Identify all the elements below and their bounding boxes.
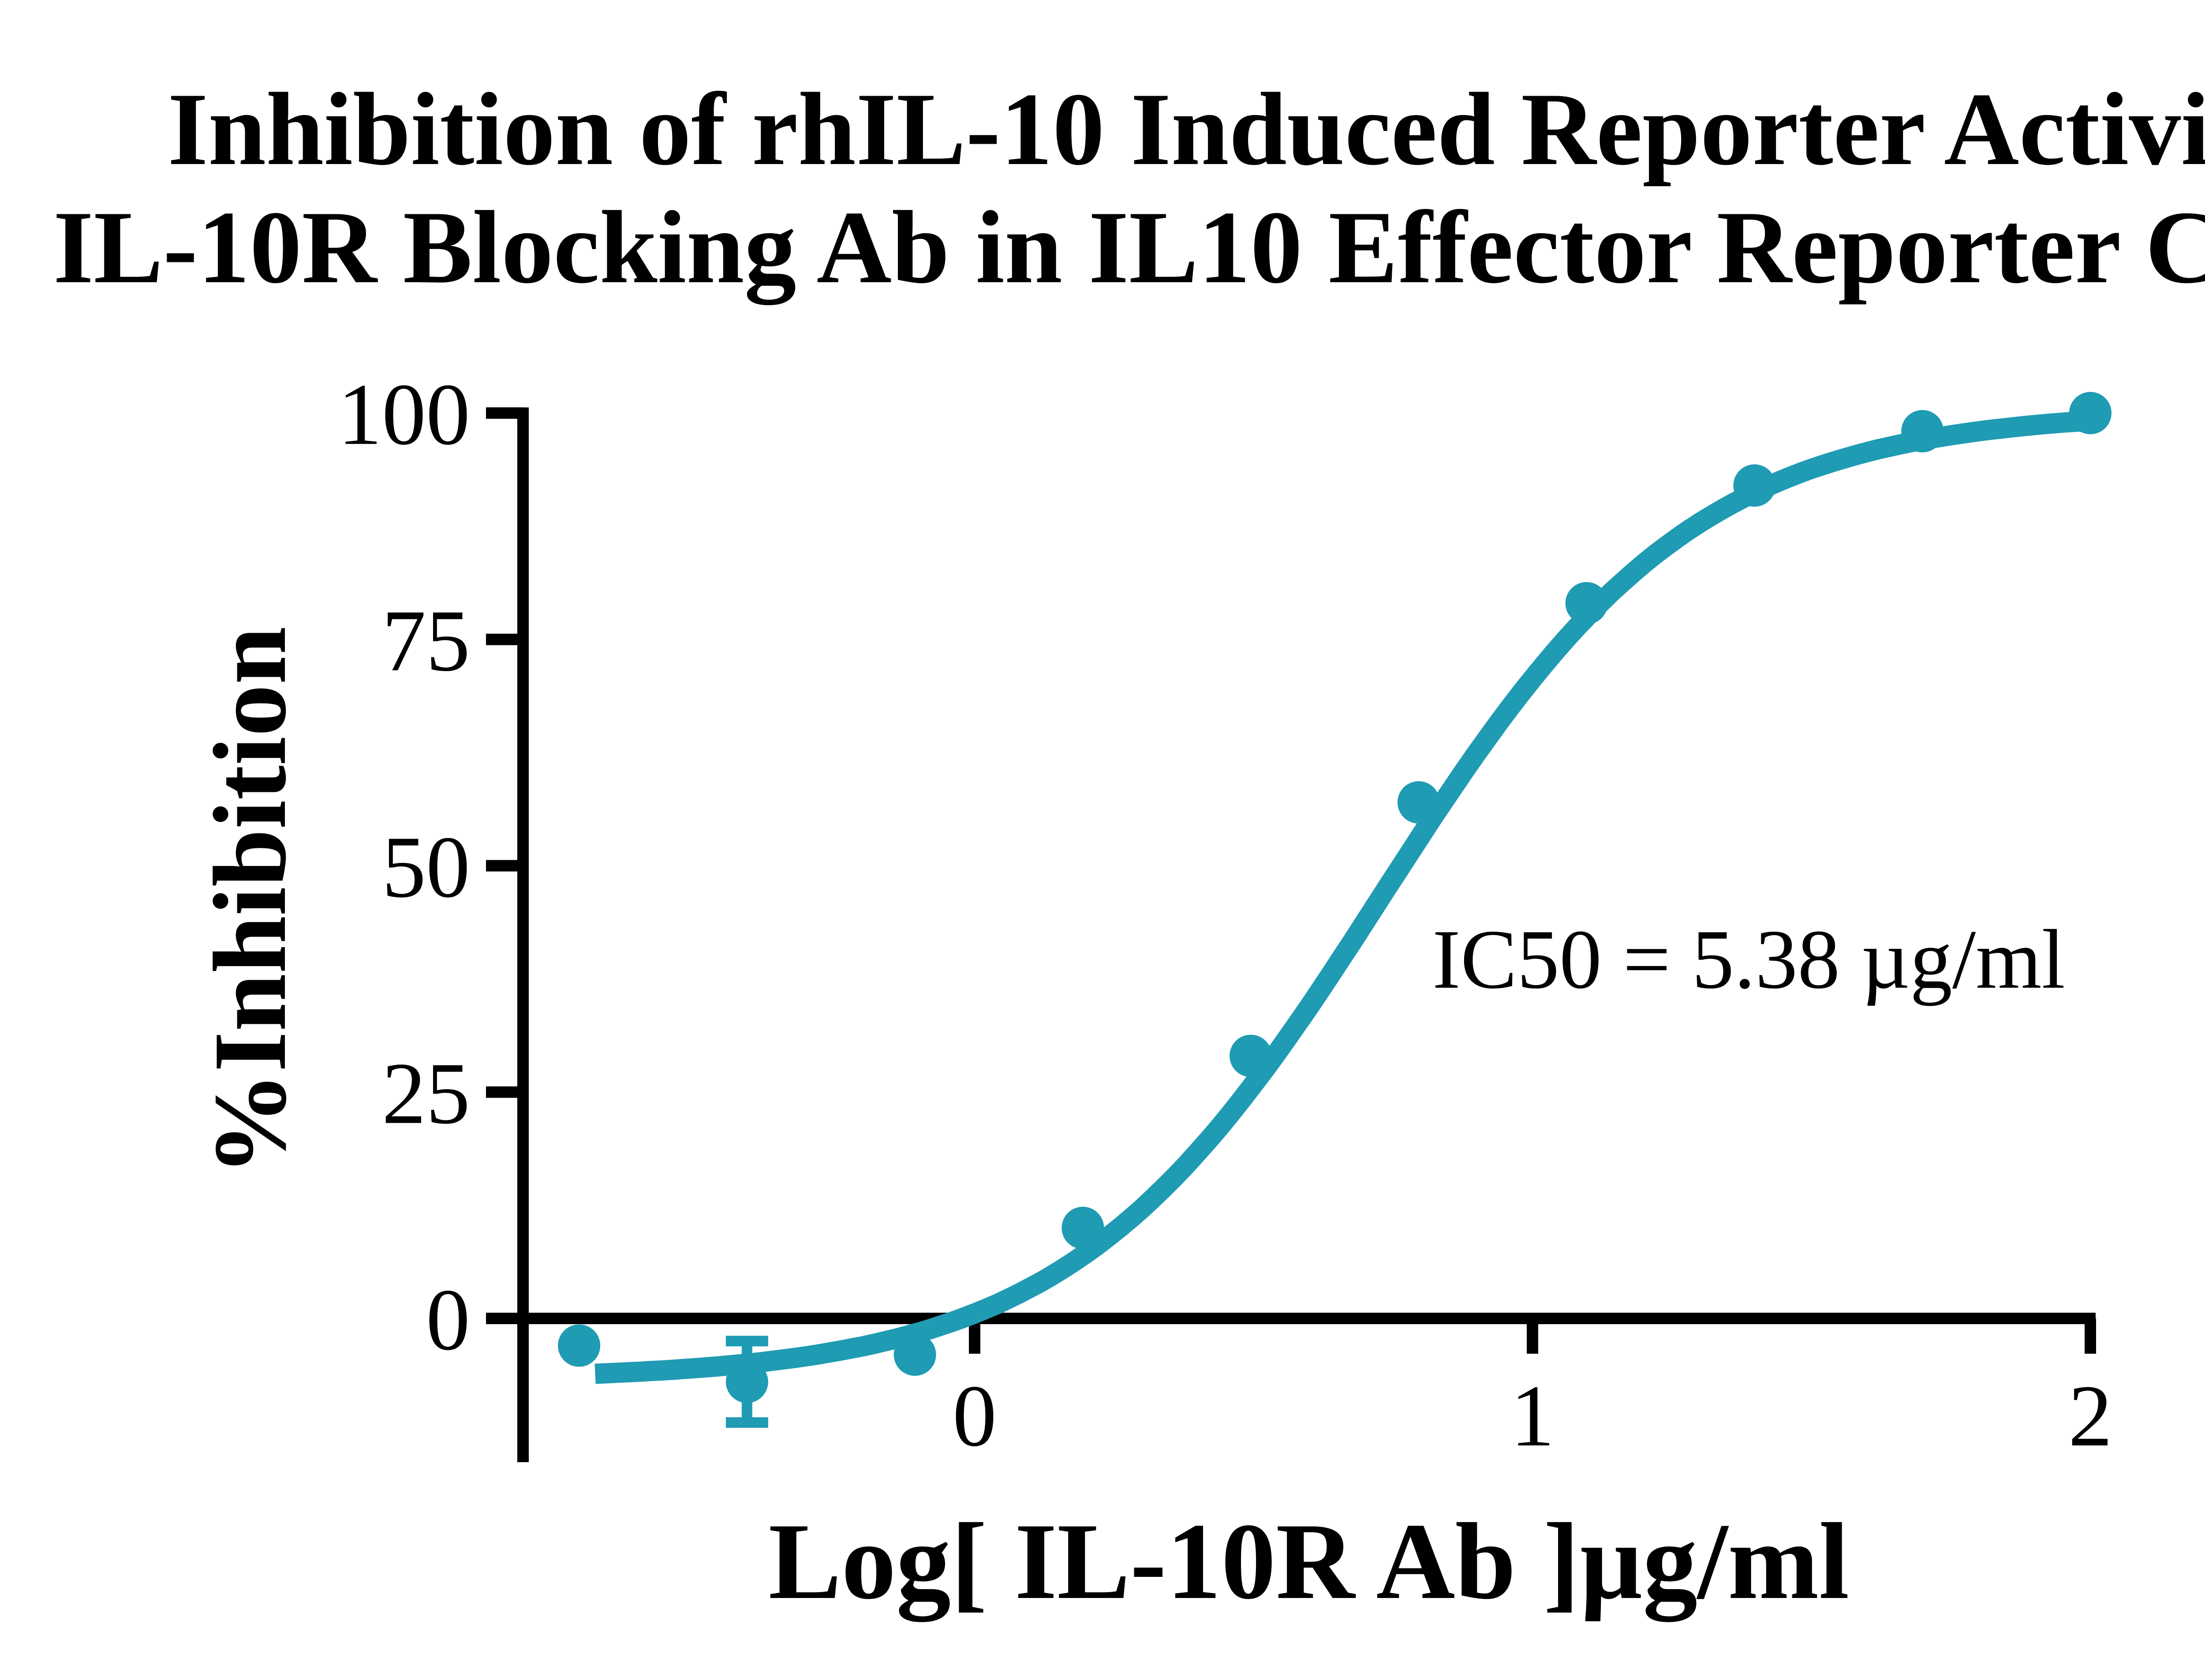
y-tick-label: 0 <box>426 1271 470 1369</box>
chart-title-line2: IL-10R Blocking Ab in IL10 Effector Repo… <box>53 189 2205 305</box>
data-point <box>1901 410 1944 452</box>
data-point <box>725 1360 768 1403</box>
y-tick-label: 75 <box>382 592 470 690</box>
data-point <box>2069 392 2112 434</box>
x-tick-label: 0 <box>953 1367 997 1465</box>
chart-title: Inhibition of rhIL-10 Induced Reporter A… <box>0 71 2205 307</box>
x-tick-label: 1 <box>1510 1367 1555 1465</box>
y-tick-label: 100 <box>338 366 470 463</box>
data-point <box>1397 781 1440 824</box>
data-point <box>558 1324 601 1367</box>
data-point <box>1230 1034 1272 1077</box>
y-tick-label: 50 <box>382 818 470 916</box>
x-axis-title: Log[ IL-10R Ab ]µg/ml <box>768 1503 1850 1623</box>
x-tick-label: 2 <box>2068 1367 2112 1465</box>
data-point <box>1565 582 1608 624</box>
data-point <box>1733 464 1776 507</box>
chart-title-line1: Inhibition of rhIL-10 Induced Reporter A… <box>168 71 2205 187</box>
ic50-annotation: IC50 = 5.38 µg/ml <box>1432 914 2065 1007</box>
y-tick-label: 25 <box>382 1045 470 1142</box>
fit-curve <box>594 411 2091 1384</box>
data-point <box>893 1333 936 1376</box>
data-point <box>1061 1206 1104 1249</box>
